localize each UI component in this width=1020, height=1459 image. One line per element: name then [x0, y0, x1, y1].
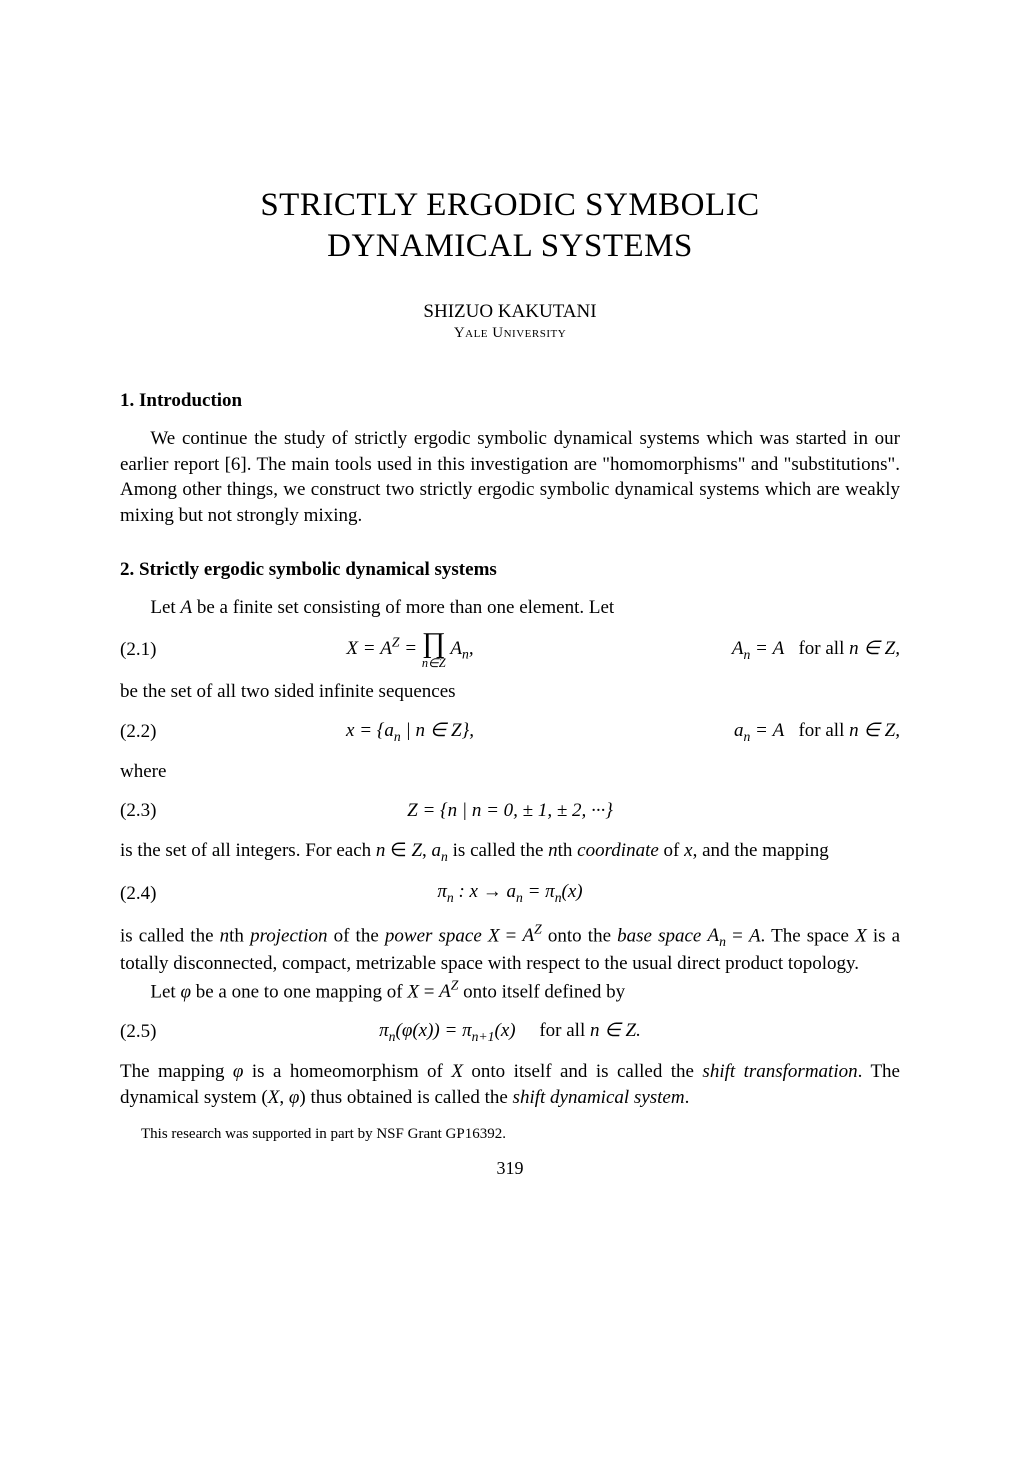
- equation-2-3: (2.3) Z = {n | n = 0, ± 1, ± 2, ···}: [120, 794, 900, 828]
- equation-2-4: (2.4) πn : x → an = πn(x): [120, 877, 900, 911]
- eq-body: πn(φ(x)) = πn+1(x) for all n ∈ Z.: [180, 1019, 840, 1045]
- eq-tail: an = A for all n ∈ Z,: [640, 719, 900, 745]
- para-coord: is the set of all integers. For each n ∈…: [120, 838, 900, 866]
- eq-label: (2.3): [120, 800, 180, 822]
- author-name: SHIZUO KAKUTANI: [120, 301, 900, 323]
- para-where: where: [120, 759, 900, 785]
- eq-body: Z = {n | n = 0, ± 1, ± 2, ···}: [180, 800, 840, 822]
- para-shift: The mapping φ is a homeomorphism of X on…: [120, 1059, 900, 1110]
- eq-body: πn : x → an = πn(x): [180, 881, 840, 906]
- eq-tail: An = A for all n ∈ Z,: [640, 637, 900, 663]
- text: Let: [150, 597, 180, 618]
- para-proj: is called the nth projection of the powe…: [120, 921, 900, 977]
- equation-2-2: (2.2) x = {an | n ∈ Z}, an = A for all n…: [120, 715, 900, 749]
- footnote-funding: This research was supported in part by N…: [120, 1126, 900, 1143]
- text: be a finite set consisting of more than …: [192, 597, 614, 618]
- section-2-heading: 2. Strictly ergodic symbolic dynamical s…: [120, 559, 900, 581]
- eq-label: (2.5): [120, 1021, 180, 1043]
- eq-label: (2.4): [120, 883, 180, 905]
- eq-label: (2.1): [120, 639, 180, 661]
- equation-2-1: (2.1) X = AZ = ∏n∈Z An, An = A for all n…: [120, 630, 900, 669]
- intro-paragraph: We continue the study of strictly ergodi…: [120, 426, 900, 529]
- page-number: 319: [120, 1158, 900, 1179]
- eq-body: x = {an | n ∈ Z},: [180, 719, 640, 745]
- para-seq: be the set of all two sided infinite seq…: [120, 679, 900, 705]
- para-let-a: Let A be a finite set consisting of more…: [120, 595, 900, 621]
- section-1-heading: 1. Introduction: [120, 390, 900, 412]
- var-a: A: [180, 597, 192, 618]
- page-container: STRICTLY ERGODIC SYMBOLIC DYNAMICAL SYST…: [0, 0, 1020, 1239]
- author-affiliation: Yale University: [120, 325, 900, 342]
- equation-2-5: (2.5) πn(φ(x)) = πn+1(x) for all n ∈ Z.: [120, 1015, 900, 1049]
- eq-label: (2.2): [120, 721, 180, 743]
- paper-title-line1: STRICTLY ERGODIC SYMBOLIC: [120, 187, 900, 224]
- eq-body: X = AZ = ∏n∈Z An,: [180, 630, 640, 669]
- para-phi: Let φ be a one to one mapping of X = AZ …: [120, 977, 900, 1005]
- paper-title-line2: DYNAMICAL SYSTEMS: [120, 228, 900, 265]
